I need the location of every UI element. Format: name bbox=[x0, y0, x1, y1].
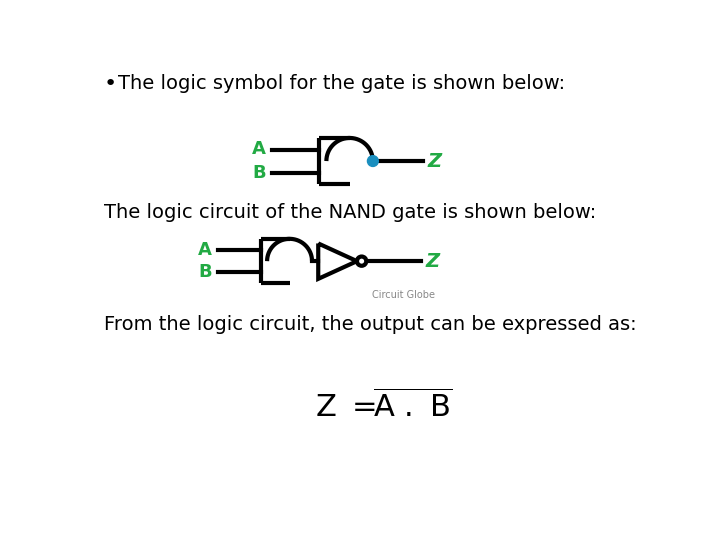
Text: Circuit Globe: Circuit Globe bbox=[372, 291, 436, 300]
Text: From the logic circuit, the output can be expressed as:: From the logic circuit, the output can b… bbox=[104, 315, 636, 334]
Circle shape bbox=[357, 256, 366, 266]
Text: A: A bbox=[198, 241, 212, 259]
Circle shape bbox=[367, 156, 378, 166]
Text: B: B bbox=[252, 164, 266, 181]
Text: A: A bbox=[252, 140, 266, 159]
Text: $\mathrm{Z}\ =\ $: $\mathrm{Z}\ =\ $ bbox=[315, 392, 376, 423]
Text: Z: Z bbox=[428, 152, 442, 171]
Text: B: B bbox=[198, 264, 212, 281]
Text: The logic circuit of the NAND gate is shown below:: The logic circuit of the NAND gate is sh… bbox=[104, 204, 596, 222]
Text: The logic symbol for the gate is shown below:: The logic symbol for the gate is shown b… bbox=[118, 74, 565, 93]
Text: $\mathrm{\overline{A\ .\ B}}$: $\mathrm{\overline{A\ .\ B}}$ bbox=[373, 390, 452, 424]
Text: Z: Z bbox=[426, 252, 439, 271]
Text: •: • bbox=[104, 74, 117, 94]
